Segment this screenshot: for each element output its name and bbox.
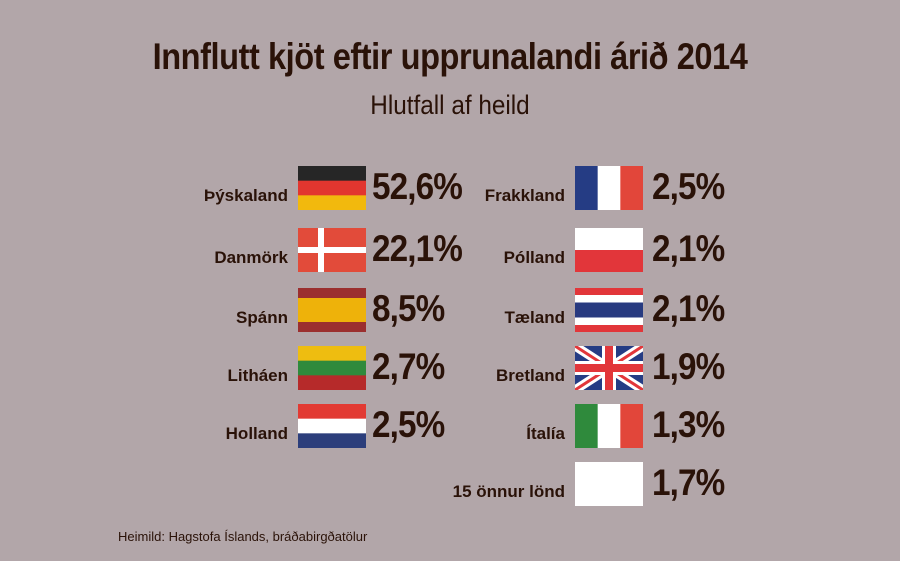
country-label: Pólland xyxy=(503,248,565,267)
flag-denmark-icon xyxy=(298,228,366,272)
value-label: 1,9% xyxy=(652,346,725,387)
country-label: Bretland xyxy=(496,366,565,385)
value-label: 1,7% xyxy=(652,462,725,503)
value-label: 8,5% xyxy=(372,288,445,329)
country-label: Spánn xyxy=(236,308,288,327)
value-label: 2,7% xyxy=(372,346,445,387)
value-label: 1,3% xyxy=(652,404,725,445)
flag-thailand-icon xyxy=(575,288,643,332)
country-row: Tæland 2,1% xyxy=(0,288,900,348)
country-row: 15 önnur lönd 1,7% xyxy=(0,462,900,522)
country-row: Þýskaland 52,6% xyxy=(0,166,900,226)
value-label: 52,6% xyxy=(372,166,463,207)
chart-title: Innflutt kjöt eftir upprunalandi árið 20… xyxy=(152,36,748,77)
chart-subtitle: Hlutfall af heild xyxy=(370,90,530,120)
country-row: Ítalía 1,3% xyxy=(0,404,900,464)
country-row: Spánn 8,5% xyxy=(0,288,900,348)
value-label: 2,5% xyxy=(372,404,445,445)
country-label: Þýskaland xyxy=(203,186,288,205)
flag-spain-icon xyxy=(298,288,366,332)
country-label: Ítalía xyxy=(526,424,565,443)
country-label: Holland xyxy=(225,424,288,443)
country-row: Pólland 2,1% xyxy=(0,228,900,288)
flag-lithuania-icon xyxy=(298,346,366,391)
country-label: Tæland xyxy=(504,308,565,327)
country-label: Danmörk xyxy=(214,248,288,267)
country-row: Frakkland 2,5% xyxy=(0,166,900,226)
country-label: Frakkland xyxy=(484,186,565,205)
flag-netherlands-icon xyxy=(298,404,366,449)
flag-poland-icon xyxy=(575,228,643,273)
country-row: Bretland 1,9% xyxy=(0,342,900,406)
flag-uk-icon xyxy=(572,342,646,394)
country-row: Litháen 2,7% xyxy=(0,346,900,406)
flag-germany-icon xyxy=(298,166,366,211)
country-row: Holland 2,5% xyxy=(0,404,900,464)
value-label: 2,1% xyxy=(652,288,725,329)
source-note: Heimild: Hagstofa Íslands, bráðabirgðatö… xyxy=(118,529,368,544)
value-label: 22,1% xyxy=(372,228,463,269)
country-row: Danmörk 22,1% xyxy=(0,228,900,288)
value-label: 2,1% xyxy=(652,228,725,269)
flag-blank-icon xyxy=(575,462,643,506)
value-label: 2,5% xyxy=(652,166,725,207)
flag-france-icon xyxy=(575,166,644,210)
flag-italy-icon xyxy=(575,404,644,448)
country-label: 15 önnur lönd xyxy=(452,482,565,501)
country-label: Litháen xyxy=(227,366,288,385)
